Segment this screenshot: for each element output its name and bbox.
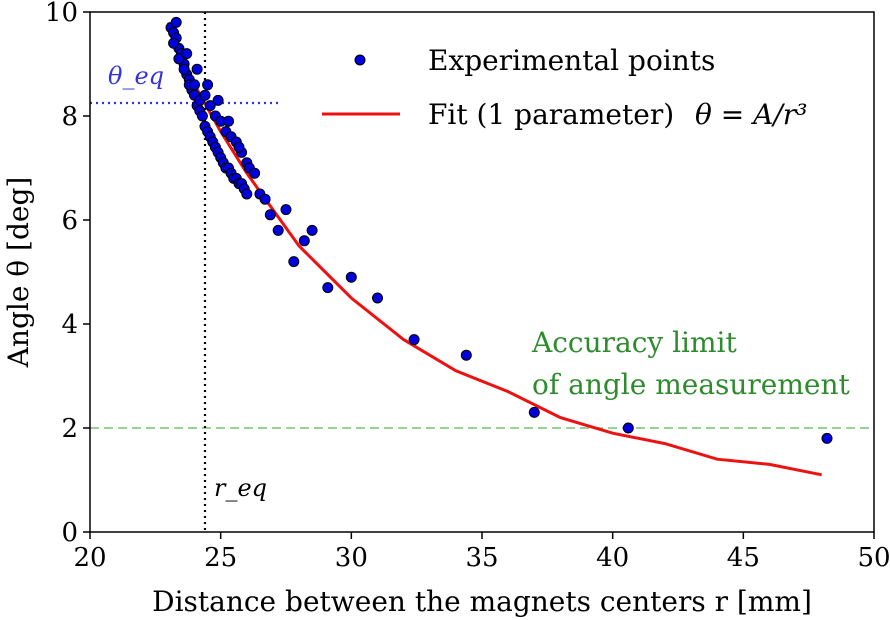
- data-point: [181, 48, 193, 60]
- legend-marker-experimental: [354, 54, 366, 66]
- y-tick-label: 6: [61, 206, 78, 236]
- svg-text:Distance between the magnets c: Distance between the magnets centers r […: [152, 585, 812, 618]
- data-point: [622, 422, 634, 434]
- data-point: [168, 37, 180, 49]
- data-point: [345, 271, 357, 283]
- x-axis-title: Distance between the magnets centers r […: [152, 585, 812, 618]
- x-tick-label: 50: [857, 543, 890, 573]
- data-point: [233, 141, 245, 153]
- data-point: [212, 94, 224, 106]
- x-tick-label: 35: [465, 543, 498, 573]
- x-tick-label: 45: [727, 543, 760, 573]
- reference-lines: [90, 12, 874, 532]
- data-point: [408, 334, 420, 346]
- accuracy-label-line1: Accuracy limit: [531, 326, 738, 359]
- r-eq-label: r_eq: [214, 474, 267, 502]
- data-point: [272, 224, 284, 236]
- legend-label-experimental: Experimental points: [428, 44, 715, 77]
- data-point: [189, 79, 200, 91]
- data-point: [204, 100, 216, 112]
- data-point: [280, 204, 292, 216]
- y-tick-label: 0: [61, 518, 78, 548]
- y-axis-ticks: 0 2 4 6 8 10: [45, 0, 90, 548]
- x-tick-label: 25: [204, 543, 237, 573]
- data-point: [173, 53, 185, 65]
- data-point: [196, 110, 208, 122]
- theta-eq-label: θ_eq: [108, 62, 164, 90]
- scatter-points: [165, 16, 833, 444]
- data-point: [249, 167, 261, 179]
- data-point: [259, 193, 271, 205]
- y-axis-title: Angle θ [deg]: [2, 177, 35, 369]
- data-point: [264, 209, 276, 221]
- fit-line: [167, 21, 822, 477]
- data-point: [223, 115, 234, 127]
- data-point: [191, 63, 203, 75]
- data-point: [178, 63, 190, 75]
- data-point: [288, 256, 300, 268]
- data-point: [199, 89, 211, 101]
- legend-label-fit: Fit (1 parameter) θ = A/r³: [428, 98, 807, 131]
- data-point: [528, 406, 540, 418]
- legend-formula: θ = A/r³: [695, 98, 807, 131]
- data-point: [202, 79, 214, 91]
- y-tick-label: 10: [45, 0, 78, 28]
- x-tick-label: 30: [335, 543, 368, 573]
- legend: Experimental points Fit (1 parameter) θ …: [322, 44, 807, 131]
- data-point: [306, 224, 318, 236]
- svg-text:Angle θ [deg]: Angle θ [deg]: [2, 177, 35, 369]
- data-point: [821, 432, 833, 444]
- y-tick-label: 8: [61, 102, 78, 132]
- y-tick-label: 2: [61, 414, 78, 444]
- data-point: [372, 292, 383, 304]
- data-point: [241, 188, 253, 200]
- x-axis-ticks: 20 25 30 35 40 45 50: [73, 532, 890, 573]
- x-tick-label: 20: [73, 543, 106, 573]
- data-point: [170, 16, 182, 28]
- data-point: [322, 282, 334, 294]
- x-tick-label: 40: [596, 543, 629, 573]
- data-point: [298, 235, 310, 247]
- data-point: [460, 349, 472, 361]
- y-tick-label: 4: [61, 310, 78, 340]
- accuracy-label-line2: of angle measurement: [532, 368, 851, 401]
